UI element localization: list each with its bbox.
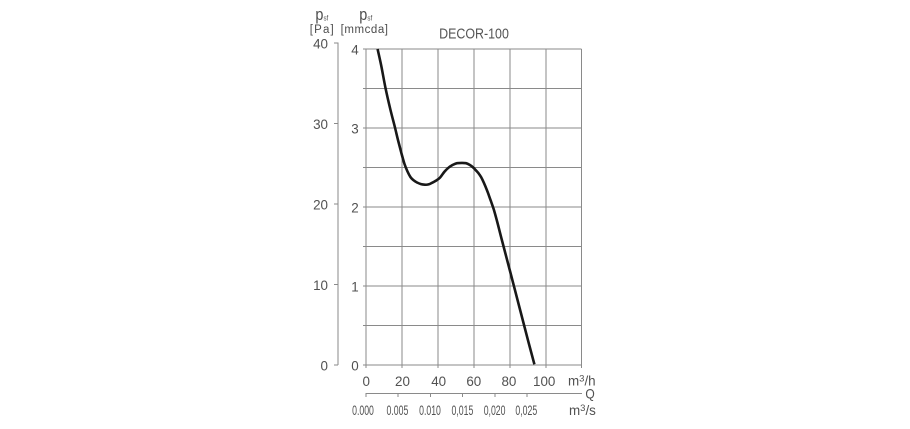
svg-text:m3/s: m3/s — [569, 403, 596, 418]
svg-text:DECOR-100: DECOR-100 — [439, 25, 509, 41]
svg-text:10: 10 — [313, 278, 328, 293]
svg-text:30: 30 — [313, 117, 328, 132]
svg-text:4: 4 — [351, 42, 359, 57]
svg-text:3: 3 — [351, 121, 358, 136]
svg-text:20: 20 — [395, 374, 410, 389]
svg-text:100: 100 — [533, 374, 555, 389]
svg-text:[Pa]: [Pa] — [310, 24, 335, 36]
svg-text:80: 80 — [501, 374, 516, 389]
svg-text:20: 20 — [313, 198, 328, 213]
svg-text:Q: Q — [585, 386, 594, 402]
svg-text:0,020: 0,020 — [484, 404, 506, 418]
svg-text:40: 40 — [313, 37, 328, 52]
svg-text:0.005: 0.005 — [387, 404, 409, 418]
svg-text:0: 0 — [362, 374, 369, 389]
svg-text:0.000: 0.000 — [352, 404, 374, 418]
svg-text:2: 2 — [351, 200, 358, 215]
svg-text:0,025: 0,025 — [515, 404, 537, 418]
svg-text:0,015: 0,015 — [452, 404, 474, 418]
svg-text:0: 0 — [321, 359, 328, 374]
svg-text:1: 1 — [351, 279, 358, 294]
svg-text:0: 0 — [351, 358, 358, 373]
svg-text:0.010: 0.010 — [419, 404, 441, 418]
svg-text:60: 60 — [466, 374, 481, 389]
svg-text:m3/h: m3/h — [568, 374, 596, 389]
svg-text:[mmcda]: [mmcda] — [341, 24, 389, 36]
svg-text:40: 40 — [431, 374, 446, 389]
